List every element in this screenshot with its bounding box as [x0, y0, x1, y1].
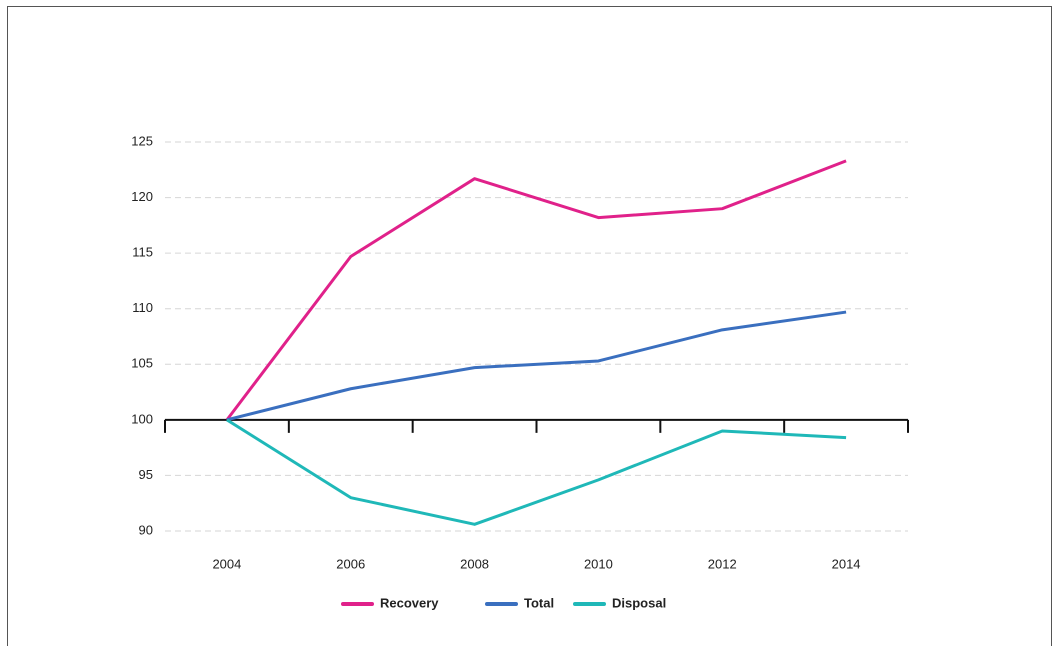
x-tick-label: 2006: [336, 556, 365, 571]
line-series: [225, 159, 847, 421]
line-series: [226, 418, 847, 526]
x-tick-label: 2004: [212, 556, 241, 571]
legend-label: Disposal: [612, 595, 666, 610]
y-tick-label: 120: [131, 189, 153, 204]
x-tick-label: 2012: [708, 556, 737, 571]
y-tick-label: 90: [139, 522, 153, 537]
y-tick-label: 95: [139, 467, 153, 482]
y-tick-label: 115: [132, 245, 153, 260]
legend-label: Total: [524, 595, 554, 610]
frame: [7, 6, 1052, 646]
y-tick-label: 125: [131, 133, 153, 148]
x-tick-label: 2008: [460, 556, 489, 571]
y-tick-label: 100: [131, 411, 153, 426]
legend-label: Recovery: [380, 595, 439, 610]
x-tick-label: 2010: [584, 556, 613, 571]
x-tick-label: 2014: [832, 556, 861, 571]
y-tick-label: 110: [132, 300, 153, 315]
y-tick-label: 105: [131, 356, 153, 371]
line-series: [226, 310, 847, 422]
